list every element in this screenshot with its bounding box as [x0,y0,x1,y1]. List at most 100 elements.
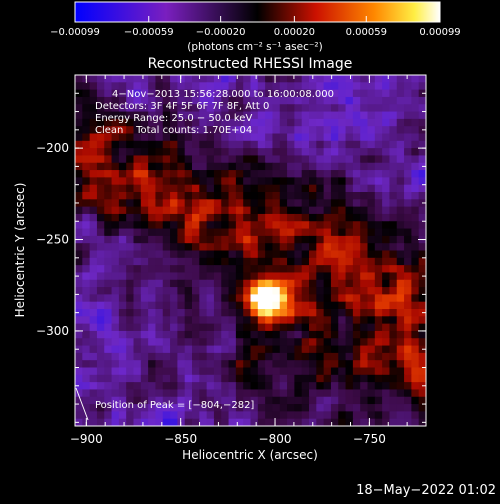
heatmap-cell [367,396,376,405]
heatmap-cell [162,411,171,420]
heatmap-cell [184,148,193,157]
heatmap-cell [118,316,127,325]
heatmap-cell [411,82,420,91]
heatmap-cell [192,221,200,230]
heatmap-cell [111,338,120,347]
heatmap-cell [338,396,347,405]
heatmap-cell [104,82,113,91]
heatmap-cell [243,257,252,266]
heatmap-cell [82,338,91,347]
heatmap-cell [184,345,193,354]
heatmap-cell [111,323,120,332]
heatmap-cell [352,206,361,215]
heatmap-cell [404,192,412,200]
heatmap-cell [148,89,157,98]
heatmap-cell [287,82,295,91]
heatmap-cell [418,250,426,259]
heatmap-cell [228,184,237,193]
heatmap-cell [367,148,376,157]
heatmap-cell [352,367,361,376]
heatmap-cell [104,323,113,332]
heatmap-cell [126,360,135,369]
heatmap-cell [404,411,412,420]
heatmap-cell [155,389,164,398]
heatmap-cell [287,155,295,164]
heatmap-cell [89,126,98,135]
heatmap-cell [206,294,215,303]
heatmap-cell [111,374,120,383]
heatmap-cell [287,148,295,157]
heatmap-cell [177,221,186,230]
heatmap-cell [360,279,369,288]
heatmap-cell [294,243,303,252]
heatmap-cell [265,235,274,244]
heatmap-cell [213,213,222,222]
heatmap-cell [367,352,376,361]
heatmap-cell [265,411,274,420]
heatmap-cell [192,367,200,376]
heatmap-cell [338,133,347,142]
heatmap-cell [411,243,420,252]
heatmap-cell [148,309,157,317]
heatmap-cell [155,118,164,127]
heatmap-cell [404,75,412,83]
heatmap-cell [75,257,83,266]
heatmap-cell [323,140,332,149]
heatmap-cell [192,89,200,98]
heatmap-cell [279,257,288,266]
heatmap-cell [360,213,369,222]
heatmap-cell [221,396,230,405]
heatmap-cell [404,345,412,354]
heatmap-cell [192,111,200,120]
heatmap-cell [396,82,405,91]
heatmap-cell [82,243,91,252]
heatmap-cell [411,352,420,361]
heatmap-cell [75,118,83,127]
heatmap-cell [345,382,354,391]
heatmap-cell [360,96,369,105]
heatmap-cell [345,345,354,354]
heatmap-cell [257,294,266,303]
heatmap-cell [89,382,98,391]
heatmap-cell [382,206,391,215]
heatmap-cell [235,396,244,405]
heatmap-cell [301,396,310,405]
heatmap-cell [170,162,178,171]
heatmap-cell [309,199,317,208]
heatmap-cell [177,382,186,391]
heatmap-cell [75,133,83,142]
heatmap-cell [404,126,412,135]
heatmap-cell [133,389,142,398]
heatmap-cell [213,250,222,259]
heatmap-cell [82,367,91,376]
heatmap-cell [389,411,398,420]
heatmap-cell [418,294,426,303]
heatmap-cell [309,206,317,215]
heatmap-cell [316,316,325,325]
heatmap-cell [118,301,127,310]
heatmap-cell [272,199,281,208]
heatmap-cell [294,104,303,113]
heatmap-cell [411,345,420,354]
heatmap-cell [111,345,120,354]
heatmap-cell [279,265,288,274]
heatmap-cell [243,155,252,164]
heatmap-cell [374,177,383,186]
heatmap-cell [206,352,215,361]
heatmap-cell [316,287,325,295]
heatmap-cell [367,104,376,113]
heatmap-cell [396,140,405,149]
heatmap-cell [104,294,113,303]
heatmap-cell [162,279,171,288]
heatmap-cell [367,111,376,120]
heatmap-cell [75,279,83,288]
heatmap-cell [352,192,361,200]
heatmap-cell [396,330,405,339]
heatmap-cell [294,367,303,376]
plot-area [75,75,426,426]
heatmap-cell [162,360,171,369]
heatmap-cell [75,155,83,164]
heatmap-cell [118,221,127,230]
heatmap-cell [213,396,222,405]
heatmap-cell [155,104,164,113]
